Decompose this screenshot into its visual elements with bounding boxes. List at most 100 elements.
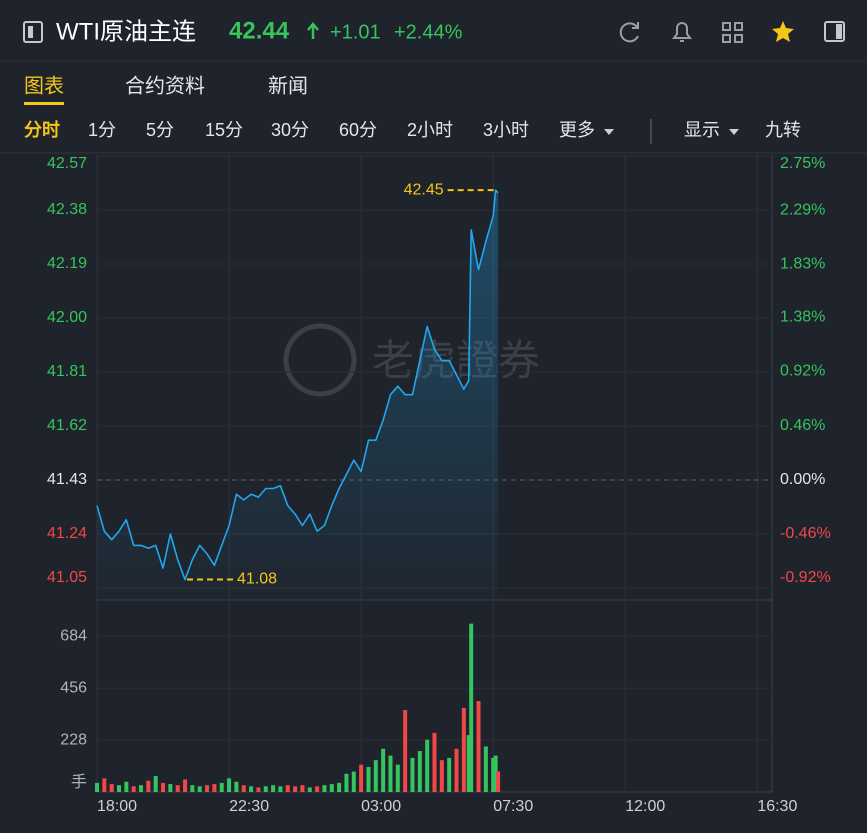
volume-bar xyxy=(493,755,498,792)
volume-bar xyxy=(190,785,195,792)
y-tick-label: 42.00 xyxy=(47,309,87,326)
volume-bar xyxy=(410,757,415,792)
panel-icon-bar xyxy=(836,24,842,39)
y2-tick-label: -0.46% xyxy=(780,525,831,542)
y-tick-label: 41.43 xyxy=(47,471,87,488)
volume-bar xyxy=(344,773,349,792)
volume-bar xyxy=(131,786,136,792)
title: WTI原油主连 xyxy=(56,18,196,45)
volume-bar xyxy=(483,746,488,792)
volume-bar xyxy=(109,784,114,792)
volume-bar xyxy=(146,780,151,792)
y2-tick-label: 1.83% xyxy=(780,256,825,273)
volume-bar xyxy=(307,787,312,792)
period[interactable]: 2小时 xyxy=(407,120,453,140)
volume-bar xyxy=(447,757,452,792)
tab[interactable]: 图表 xyxy=(24,74,64,97)
contract-icon[interactable] xyxy=(23,21,43,43)
y2-tick-label: 2.29% xyxy=(780,201,825,218)
tab[interactable]: 合约资料 xyxy=(125,74,205,97)
bell-icon[interactable] xyxy=(672,22,692,42)
period[interactable]: 更多 xyxy=(559,120,595,140)
volume-bar xyxy=(227,778,232,792)
period[interactable]: 30分 xyxy=(271,120,309,140)
volume-bar xyxy=(285,785,290,792)
volume-bar xyxy=(161,782,166,792)
volume-bar xyxy=(95,782,99,792)
up-arrow xyxy=(307,22,319,39)
tab[interactable]: 新闻 xyxy=(268,74,308,97)
period[interactable]: 60分 xyxy=(339,120,377,140)
volume-bar xyxy=(366,766,371,792)
volume-bar xyxy=(197,786,202,792)
volume-bar xyxy=(271,785,276,792)
volume-bar xyxy=(454,748,459,792)
period[interactable]: 15分 xyxy=(205,120,243,140)
y2-tick-label: 1.38% xyxy=(780,308,825,325)
price: 42.44 xyxy=(229,17,290,44)
period[interactable]: 1分 xyxy=(88,120,116,140)
volume-bar xyxy=(373,760,378,792)
volume-bar xyxy=(425,739,430,792)
volume-bar xyxy=(359,764,364,792)
volume-bar xyxy=(124,781,129,792)
y-tick-label: 41.81 xyxy=(47,363,87,380)
volume-bar xyxy=(439,760,444,792)
period[interactable]: 5分 xyxy=(146,120,174,140)
volume-bar xyxy=(205,785,210,792)
y2-tick-label: 0.00% xyxy=(780,471,825,488)
change-pct: +2.44% xyxy=(394,21,463,43)
volume-bar xyxy=(381,748,386,792)
volume-bar xyxy=(212,784,217,792)
volume-bar xyxy=(263,786,268,792)
option[interactable]: 九转 xyxy=(765,120,801,140)
x-tick-label: 12:00 xyxy=(625,798,665,815)
period[interactable]: 3小时 xyxy=(483,120,529,140)
panel-icon[interactable] xyxy=(824,21,845,42)
x-tick-label: 07:30 xyxy=(493,798,533,815)
contract-icon-bar xyxy=(28,26,33,38)
option[interactable]: 显示 xyxy=(684,120,720,140)
volume-bar xyxy=(241,785,246,792)
volume-bar xyxy=(153,776,158,792)
volume-tick-label: 684 xyxy=(60,628,87,645)
y-tick-label: 41.05 xyxy=(47,569,87,586)
y2-tick-label: 2.75% xyxy=(780,155,825,172)
y-tick-label: 41.24 xyxy=(47,525,87,542)
y2-tick-label: 0.92% xyxy=(780,363,825,380)
volume-bar xyxy=(117,785,122,792)
volume-bar xyxy=(256,787,261,792)
extreme-label: 42.45 xyxy=(404,181,444,198)
volume-bar xyxy=(491,757,496,792)
dropdown-arrow xyxy=(604,129,614,135)
volume-bar xyxy=(395,764,400,792)
volume-unit: 手 xyxy=(71,773,87,791)
y-tick-label: 41.62 xyxy=(47,417,87,434)
volume-bar xyxy=(496,771,501,792)
volume-bar xyxy=(329,784,334,792)
volume-bar xyxy=(315,786,320,792)
price-line xyxy=(96,189,499,581)
watermark-logo xyxy=(283,323,357,397)
volume-bar xyxy=(403,710,408,792)
y-tick-label: 42.19 xyxy=(47,255,87,272)
volume-bar xyxy=(469,623,474,792)
volume-bar xyxy=(476,701,481,792)
volume-bar xyxy=(234,781,239,792)
period[interactable]: 分时 xyxy=(24,120,60,140)
y2-tick-label: 0.46% xyxy=(780,417,825,434)
volume-bar xyxy=(168,784,173,792)
volume-bar xyxy=(461,707,466,792)
volume-bar xyxy=(278,786,283,792)
volume-bar xyxy=(337,782,342,792)
volume-tick-label: 228 xyxy=(60,731,87,748)
volume-bar xyxy=(466,735,471,792)
volume-bar xyxy=(322,785,327,792)
x-tick-label: 18:00 xyxy=(97,798,137,815)
refresh-icon[interactable] xyxy=(619,22,639,43)
grid-icon[interactable] xyxy=(722,22,743,43)
dropdown-arrow xyxy=(729,129,739,135)
star-icon[interactable] xyxy=(772,21,794,42)
volume-bar xyxy=(249,786,254,792)
